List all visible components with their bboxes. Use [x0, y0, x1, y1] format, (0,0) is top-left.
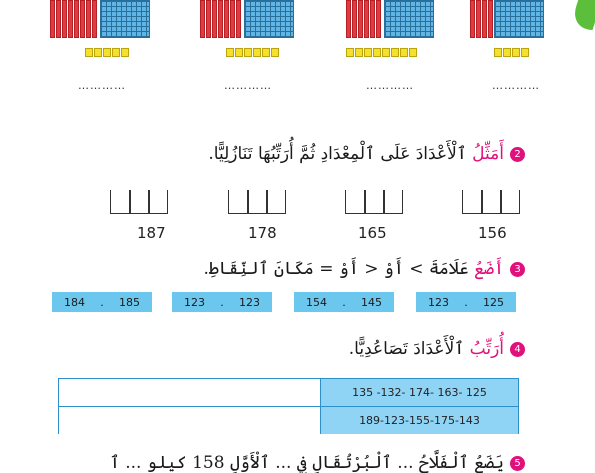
answer-cell[interactable]: [59, 379, 321, 406]
question-number-badge: 3: [510, 262, 525, 277]
right-number: 185: [119, 295, 140, 309]
question-number-badge: 4: [510, 342, 525, 357]
question-text: ٱلْأَعْدَادَ تَصَاعُدِيًّا.: [348, 339, 470, 359]
question-verb: أُرَتِّبُ: [469, 339, 504, 359]
right-number: 145: [361, 295, 382, 309]
answer-blank: …………: [78, 79, 126, 92]
answer-blank: …………: [492, 79, 540, 92]
page-corner-tab: [568, 0, 595, 30]
question-number-badge: 2: [510, 147, 525, 162]
blank-dot: .: [342, 295, 346, 309]
table-row: 135 -132- 174- 163- 125: [59, 379, 518, 407]
number-label: 187: [137, 224, 166, 242]
question-verb: أَضَعُ: [474, 259, 504, 279]
blank-dot: .: [464, 295, 468, 309]
comparison-box-4[interactable]: 123. 125: [416, 292, 516, 312]
numbers-cell: 189-123-155-175-143: [321, 407, 518, 434]
question-3: 3 أَضَعُ عَلَامَةَ > أَوْ < أَوْ = مَكَان…: [203, 258, 525, 279]
answer-blank: …………: [366, 79, 414, 92]
blank-dot: .: [220, 295, 224, 309]
question-text: ٱلْأَعْدَادَ عَلَى ٱلْمِعْدَادِ ثُمَّ أُ…: [208, 144, 473, 164]
number-label: 165: [358, 224, 387, 242]
left-number: 123: [184, 295, 205, 309]
left-number: 123: [428, 295, 449, 309]
abacus-frame-1: [110, 190, 168, 214]
ordering-table: 135 -132- 174- 163- 125 189-123-155-175-…: [58, 378, 519, 434]
number-label: 156: [478, 224, 507, 242]
question-4: 4 أُرَتِّبُ ٱلْأَعْدَادَ تَصَاعُدِيًّا.: [349, 338, 525, 359]
number-label: 178: [248, 224, 277, 242]
question-number-badge: 5: [510, 456, 525, 471]
abacus-frame-4: [462, 190, 520, 214]
answer-cell[interactable]: [59, 407, 321, 434]
blank-dot: .: [100, 295, 104, 309]
comparison-box-3[interactable]: 154. 145: [294, 292, 394, 312]
abacus-frame-2: [228, 190, 286, 214]
question-verb: أَمَثِّلُ: [472, 144, 504, 164]
right-number: 123: [239, 295, 260, 309]
numbers-cell: 135 -132- 174- 163- 125: [321, 379, 518, 406]
comparison-box-1[interactable]: 184. 185: [52, 292, 152, 312]
left-number: 184: [64, 295, 85, 309]
table-row: 189-123-155-175-143: [59, 407, 518, 434]
left-number: 154: [306, 295, 327, 309]
answer-blank: …………: [224, 79, 272, 92]
right-number: 125: [483, 295, 504, 309]
question-text: يَضَعُ ٱلْفَلَّاحُ ... ٱلْبُرْتُقَالِ فِ…: [109, 453, 504, 473]
abacus-frame-3: [345, 190, 403, 214]
question-text: عَلَامَةَ > أَوْ < أَوْ = مَكَانَ ٱلنِّق…: [203, 259, 475, 279]
question-2: 2 أَمَثِّلُ ٱلْأَعْدَادَ عَلَى ٱلْمِعْدَا…: [208, 143, 525, 164]
question-5: 5 يَضَعُ ٱلْفَلَّاحُ ... ٱلْبُرْتُقَالِ ف…: [110, 452, 525, 473]
comparison-box-2[interactable]: 123. 123: [172, 292, 272, 312]
